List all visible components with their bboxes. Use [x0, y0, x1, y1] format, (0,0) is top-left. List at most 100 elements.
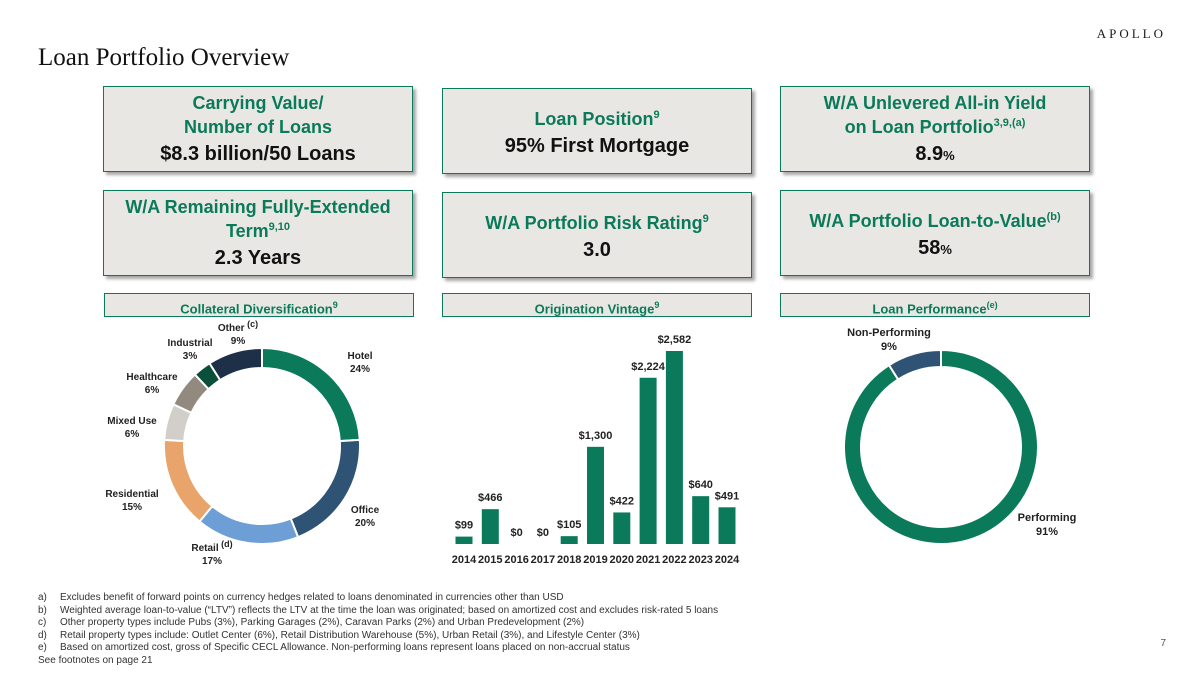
slice-value-label: 9%	[231, 336, 246, 347]
bar-2015	[481, 509, 499, 544]
bar-category-label: 2019	[583, 554, 607, 566]
kpi-label: Carrying Value/ Number of Loans	[183, 92, 332, 137]
bar-category-label: 2014	[452, 554, 477, 566]
brand-logo: APOLLO	[1096, 26, 1166, 41]
bar-category-label: 2023	[688, 554, 712, 566]
section-label: Loan Performance	[872, 301, 987, 317]
donut-slice-retail	[198, 504, 300, 545]
kpi-suffix: %	[943, 147, 955, 163]
kpi-value: $8.3 billion/50 Loans	[160, 142, 356, 165]
bar-2018	[560, 536, 578, 544]
footnote-item: b) Weighted average loan-to-value (“LTV”)…	[38, 605, 718, 618]
kpi-remaining-term: W/A Remaining Fully-Extended Term9,10 2.…	[103, 190, 413, 276]
footnote-letter: a)	[38, 592, 47, 603]
page-title: Loan Portfolio Overview	[38, 44, 290, 71]
bar-category-label: 2016	[504, 554, 528, 566]
section-sup: 9	[332, 300, 338, 310]
footnote-letter: c)	[38, 617, 47, 628]
bar-value-label: $2,582	[658, 334, 692, 346]
page-number: 7	[1160, 638, 1166, 649]
kpi-label: Loan Position	[534, 108, 654, 129]
bar-category-label: 2020	[610, 554, 634, 566]
footnote-text: Based on amortized cost, gross of Specif…	[60, 642, 630, 653]
footnote-item: c) Other property types include Pubs (3%)…	[38, 617, 718, 630]
kpi-label: W/A Portfolio Risk Rating	[485, 212, 703, 233]
slice-value-label: 15%	[122, 502, 142, 513]
bar-2021	[639, 377, 657, 544]
bar-2019	[587, 446, 604, 544]
bar-value-label: $640	[688, 479, 712, 491]
bar-value-label: $1,300	[579, 430, 613, 442]
donut-slice-office	[289, 438, 361, 539]
bar-category-label: 2022	[662, 554, 686, 566]
bar-value-label: $0	[537, 527, 549, 539]
kpi-value: 3.0	[583, 238, 611, 261]
bar-value-label: $466	[478, 492, 502, 504]
section-sup: (e)	[986, 300, 998, 310]
kpi-sup: (b)	[1046, 210, 1061, 223]
bar-2023	[692, 496, 710, 544]
donut-slice-performing	[843, 348, 1039, 545]
section-label: Collateral Diversification	[180, 301, 333, 317]
kpi-value: 8.9	[915, 142, 944, 165]
footnote-text: Other property types include Pubs (3%), …	[60, 617, 585, 628]
slice-value-label: 17%	[202, 556, 222, 567]
kpi-label: W/A Portfolio Loan-to-Value	[809, 210, 1047, 231]
kpi-sup: 3,9,(a)	[993, 116, 1026, 129]
bar-2022	[665, 351, 683, 544]
bar-value-label: $0	[510, 527, 522, 539]
slice-name-label: Hotel	[348, 351, 373, 362]
bar-value-label: $105	[557, 519, 581, 531]
footnote-text: Weighted average loan-to-value (“LTV”) r…	[60, 604, 719, 616]
slice-value-label: 9%	[881, 341, 897, 353]
kpi-unlevered-yield: W/A Unlevered All-in Yield on Loan Portf…	[780, 86, 1090, 172]
footnote-item: a) Excludes benefit of forward points on …	[38, 592, 718, 605]
footnote-letter: e)	[38, 642, 47, 653]
slice-name-label: Mixed Use	[107, 416, 157, 427]
bar-category-label: 2015	[478, 554, 502, 566]
kpi-suffix: %	[940, 241, 952, 257]
footnote-item: e) Based on amortized cost, gross of Spec…	[38, 642, 718, 655]
bar-value-label: $422	[610, 495, 634, 507]
kpi-value: 2.3 Years	[214, 246, 302, 269]
kpi-sup: 9	[653, 108, 660, 121]
footnote-letter: b)	[38, 604, 47, 616]
donut-slice-hotel	[261, 346, 361, 443]
section-sup: 9	[654, 300, 660, 310]
bar-category-label: 2017	[531, 554, 555, 566]
donut-slice-other	[208, 346, 263, 382]
slice-value-label: 3%	[183, 351, 198, 362]
section-loan-performance: Loan Performance(e)	[780, 293, 1090, 317]
kpi-label: W/A Unlevered All-in Yield on Loan Portf…	[823, 92, 1047, 137]
donut-slice-residential	[163, 438, 214, 523]
slice-value-label: 24%	[350, 364, 370, 375]
slice-value-label: 91%	[1036, 526, 1058, 538]
kpi-value: 95% First Mortgage	[504, 134, 690, 157]
slice-name-label: Performing	[1018, 512, 1077, 524]
kpi-carrying-value: Carrying Value/ Number of Loans $8.3 bil…	[103, 86, 413, 172]
slice-name-label: Non-Performing	[847, 327, 931, 339]
bar-2014	[455, 536, 473, 544]
kpi-label: W/A Remaining Fully-Extended Term	[125, 196, 391, 241]
slice-value-label: 20%	[355, 518, 375, 529]
footnote-text: Retail property types include: Outlet Ce…	[60, 629, 640, 641]
kpi-sup: 9	[702, 212, 709, 225]
bar-category-label: 2024	[715, 554, 740, 566]
section-origination-vintage: Origination Vintage9	[442, 293, 752, 317]
bar-category-label: 2018	[557, 554, 581, 566]
slice-name-label: Office	[351, 505, 380, 516]
slice-name-label: Other (c)	[218, 319, 258, 334]
section-label: Origination Vintage	[534, 301, 655, 317]
bar-category-label: 2021	[636, 554, 660, 566]
kpi-loan-to-value: W/A Portfolio Loan-to-Value(b) 58%	[780, 190, 1090, 276]
slice-name-label: Healthcare	[126, 372, 178, 383]
footnote-text: Excludes benefit of forward points on cu…	[60, 592, 564, 603]
kpi-risk-rating: W/A Portfolio Risk Rating9 3.0	[442, 192, 752, 278]
bar-value-label: $2,224	[631, 361, 666, 373]
slice-value-label: 6%	[145, 385, 160, 396]
kpi-loan-position: Loan Position9 95% First Mortgage	[442, 88, 752, 174]
donut-slice-non-performing	[887, 348, 942, 381]
section-collateral-diversification: Collateral Diversification9	[104, 293, 414, 317]
bar-value-label: $99	[455, 520, 473, 532]
